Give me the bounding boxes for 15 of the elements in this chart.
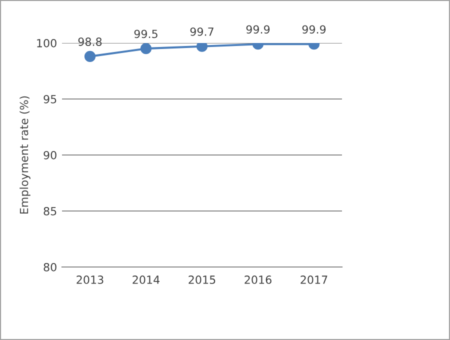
x-tick-label: 2015 <box>188 276 216 284</box>
data-label: 99.9 <box>302 25 326 34</box>
x-tick-label: 2013 <box>76 276 104 284</box>
data-label: 99.7 <box>190 27 214 36</box>
y-tick-label: 100 <box>37 38 56 48</box>
y-tick-label: 90 <box>44 150 56 160</box>
y-axis-title: Employment rate (%) <box>20 96 30 214</box>
x-tick-label: 2014 <box>132 276 160 284</box>
x-tick-label: 2016 <box>244 276 272 284</box>
y-tick-label: 85 <box>44 206 56 216</box>
x-tick-label: 2017 <box>300 276 328 284</box>
data-label: 99.9 <box>246 25 270 34</box>
data-label: 99.5 <box>134 30 158 38</box>
y-tick-label: 80 <box>44 262 56 272</box>
y-tick-label: 95 <box>44 94 56 104</box>
